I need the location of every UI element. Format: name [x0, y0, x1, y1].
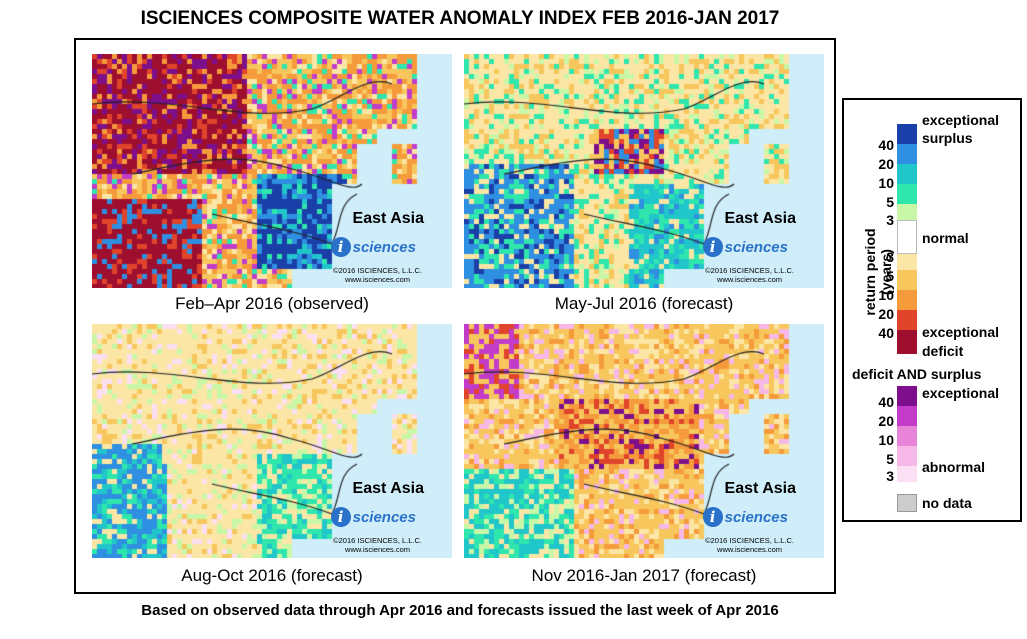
legend-tick: 40 — [878, 394, 894, 410]
copyright: ©2016 ISCIENCES, L.L.C. www.isciences.co… — [333, 536, 422, 554]
copyright: ©2016 ISCIENCES, L.L.C. www.isciences.co… — [333, 266, 422, 284]
map-panel-feb-apr: East Asia i sciences ©2016 ISCIENCES, L.… — [92, 54, 452, 288]
anomaly-map — [464, 324, 824, 558]
legend-swatch-deficit-3 — [897, 254, 917, 270]
legend-tick: 5 — [886, 268, 894, 284]
legend-swatch-no-data — [897, 494, 917, 512]
map-panel-may-jul: East Asia i sciences ©2016 ISCIENCES, L.… — [464, 54, 824, 288]
legend-swatch-both-5 — [897, 446, 917, 466]
copyright: ©2016 ISCIENCES, L.L.C. www.isciences.co… — [705, 266, 794, 284]
logo-text: sciences — [724, 508, 788, 526]
region-label: East Asia — [724, 210, 796, 227]
legend-swatch-both-20 — [897, 406, 917, 426]
anomaly-map — [464, 54, 824, 288]
legend-tick: 40 — [878, 325, 894, 341]
legend-swatch-both-3 — [897, 466, 917, 482]
legend-tick: 3 — [886, 249, 894, 265]
legend-no-data-label: no data — [922, 495, 972, 511]
legend-swatch-deficit-5 — [897, 270, 917, 290]
legend-swatch-deficit-20 — [897, 310, 917, 330]
copyright-line: ©2016 ISCIENCES, L.L.C. — [333, 536, 422, 545]
isciences-logo: i sciences — [702, 506, 788, 528]
legend-both-exceptional: exceptional — [922, 385, 1000, 401]
isciences-logo: i sciences — [330, 506, 416, 528]
logo-i-icon: i — [330, 237, 351, 257]
copyright-url: www.isciences.com — [345, 275, 411, 284]
footnote: Based on observed data through Apr 2016 … — [141, 602, 779, 619]
logo-i-icon: i — [702, 507, 723, 527]
copyright-url: www.isciences.com — [717, 275, 783, 284]
logo-i-icon: i — [330, 507, 351, 527]
legend: return period (years) 40 20 10 5 3 3 5 1… — [842, 98, 1022, 522]
map-panel-aug-oct: East Asia i sciences ©2016 ISCIENCES, L.… — [92, 324, 452, 558]
legend-swatch-surplus-10 — [897, 164, 917, 184]
legend-tick: 20 — [878, 156, 894, 172]
legend-deficit-label-2: deficit — [922, 343, 964, 359]
region-label: East Asia — [352, 210, 424, 227]
legend-swatch-both-40 — [897, 386, 917, 406]
figure-title: ISCIENCES COMPOSITE WATER ANOMALY INDEX … — [140, 8, 780, 29]
isciences-logo: i sciences — [330, 236, 416, 258]
legend-surplus-label: exceptional — [922, 112, 1000, 128]
copyright-line: ©2016 ISCIENCES, L.L.C. — [705, 266, 794, 275]
logo-i-icon: i — [702, 237, 723, 257]
legend-swatch-surplus-3 — [897, 204, 917, 220]
anomaly-map — [92, 324, 452, 558]
copyright-url: www.isciences.com — [345, 545, 411, 554]
logo-text: sciences — [724, 238, 788, 256]
map-grid-frame: East Asia i sciences ©2016 ISCIENCES, L.… — [74, 38, 836, 594]
region-label: East Asia — [352, 480, 424, 497]
legend-tick: 5 — [886, 451, 894, 467]
logo-text: sciences — [352, 238, 416, 256]
copyright-url: www.isciences.com — [717, 545, 783, 554]
legend-tick: 3 — [886, 212, 894, 228]
panel-caption: Aug-Oct 2016 (forecast) — [181, 566, 363, 585]
map-panel-nov-jan: East Asia i sciences ©2016 ISCIENCES, L.… — [464, 324, 824, 558]
legend-tick: 40 — [878, 137, 894, 153]
legend-tick: 20 — [878, 413, 894, 429]
legend-tick: 20 — [878, 306, 894, 322]
legend-surplus-label-2: surplus — [922, 130, 973, 146]
legend-swatch-deficit-40 — [897, 330, 917, 354]
legend-deficit-label: exceptional — [922, 324, 1000, 340]
legend-tick: 10 — [878, 287, 894, 303]
copyright-line: ©2016 ISCIENCES, L.L.C. — [333, 266, 422, 275]
legend-swatch-normal — [897, 220, 917, 254]
legend-tick: 3 — [886, 468, 894, 484]
legend-tick: 5 — [886, 194, 894, 210]
logo-text: sciences — [352, 508, 416, 526]
legend-tick: 10 — [878, 432, 894, 448]
isciences-logo: i sciences — [702, 236, 788, 258]
legend-tick: 10 — [878, 175, 894, 191]
legend-swatch-both-10 — [897, 426, 917, 446]
legend-both-abnormal: abnormal — [922, 459, 986, 475]
legend-normal-label: normal — [922, 230, 969, 246]
region-label: East Asia — [724, 480, 796, 497]
legend-swatch-deficit-10 — [897, 290, 917, 310]
legend-swatch-surplus-5 — [897, 184, 917, 204]
panel-caption: Nov 2016-Jan 2017 (forecast) — [531, 566, 757, 585]
legend-both-title: deficit AND surplus — [852, 366, 982, 382]
legend-swatch-surplus-40 — [897, 124, 917, 144]
copyright: ©2016 ISCIENCES, L.L.C. www.isciences.co… — [705, 536, 794, 554]
anomaly-map — [92, 54, 452, 288]
copyright-line: ©2016 ISCIENCES, L.L.C. — [705, 536, 794, 545]
legend-swatch-surplus-20 — [897, 144, 917, 164]
panel-caption: Feb–Apr 2016 (observed) — [175, 294, 369, 313]
panel-caption: May-Jul 2016 (forecast) — [554, 294, 734, 313]
